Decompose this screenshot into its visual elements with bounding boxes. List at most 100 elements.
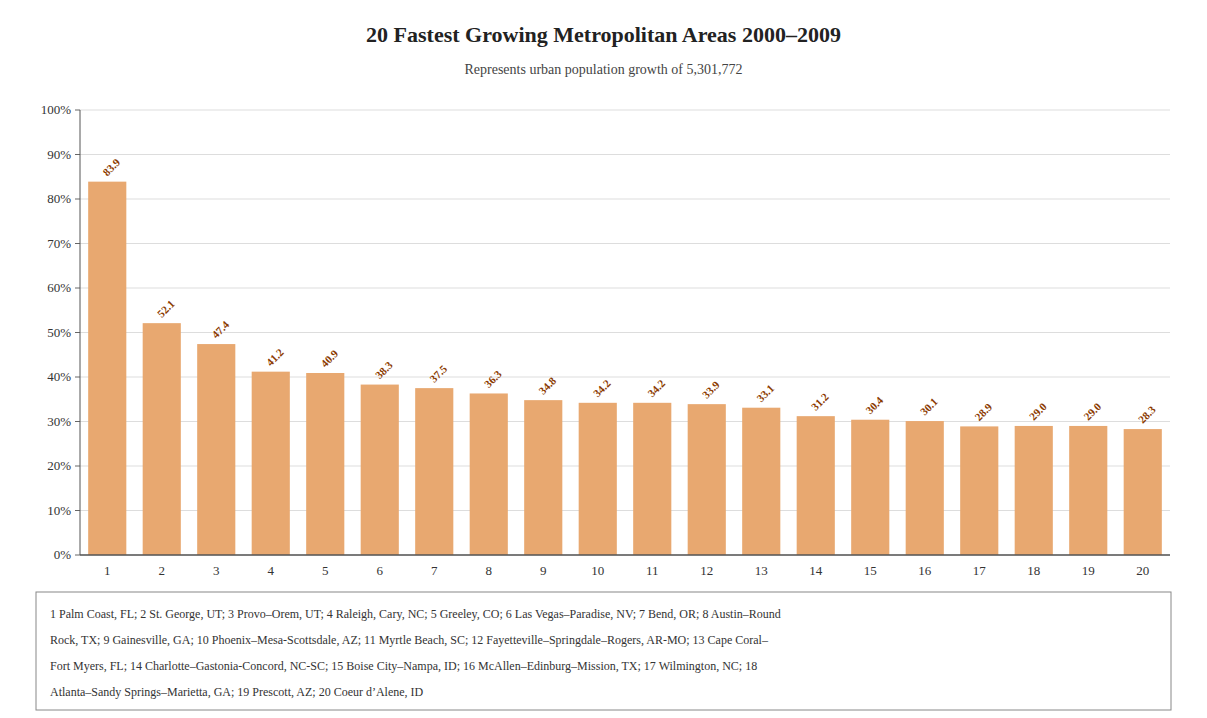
x-tick-label: 4	[268, 563, 275, 578]
x-tick-label: 6	[377, 563, 384, 578]
data-label: 28.9	[972, 400, 994, 422]
data-label: 40.9	[318, 347, 340, 369]
data-label: 29.0	[1027, 400, 1049, 422]
y-tick	[75, 421, 80, 422]
annotation: Atlanta–Sandy Springs–Marietta, GA; 19 P…	[50, 685, 424, 699]
y-tick-label: 40%	[47, 369, 71, 384]
data-label: 37.5	[427, 362, 449, 384]
y-tick	[75, 555, 80, 556]
bar	[88, 182, 126, 555]
grid-line	[80, 288, 1170, 289]
y-tick-label: 70%	[47, 236, 71, 251]
y-tick	[75, 377, 80, 378]
data-label: 29.0	[1081, 400, 1103, 422]
bar	[306, 373, 344, 555]
y-tick	[75, 510, 80, 511]
grid-line	[80, 243, 1170, 244]
bar	[906, 421, 944, 555]
grid-line	[80, 510, 1170, 511]
x-tick-label: 13	[755, 563, 768, 578]
data-label: 31.2	[809, 390, 831, 412]
annotation: Fort Myers, FL; 14 Charlotte–Gastonia-Co…	[50, 659, 757, 673]
bar	[1124, 429, 1162, 555]
bar	[1069, 426, 1107, 555]
y-tick-label: 90%	[47, 147, 71, 162]
data-label: 34.2	[591, 377, 613, 399]
bar	[361, 385, 399, 555]
bar	[688, 404, 726, 555]
x-tick-label: 9	[540, 563, 547, 578]
x-tick-label: 16	[918, 563, 932, 578]
y-tick-label: 60%	[47, 280, 71, 295]
x-axis	[80, 554, 1170, 556]
grid-line	[80, 377, 1170, 378]
grid-line	[80, 110, 1170, 111]
y-tick	[75, 243, 80, 244]
data-label: 33.1	[754, 382, 776, 404]
x-tick-label: 19	[1082, 563, 1095, 578]
subtitle: Represents urban population growth of 5,…	[464, 62, 742, 77]
y-tick	[75, 288, 80, 289]
grid-line	[80, 555, 1170, 556]
x-tick-label: 8	[486, 563, 493, 578]
data-label: 36.3	[482, 367, 504, 389]
x-tick-label: 3	[213, 563, 220, 578]
data-label: 34.2	[645, 377, 667, 399]
bar	[960, 426, 998, 555]
bar	[742, 408, 780, 555]
bar	[470, 393, 508, 555]
x-tick-label: 18	[1027, 563, 1040, 578]
y-tick-label: 0%	[54, 547, 72, 562]
grid-line	[80, 154, 1170, 155]
bar	[579, 403, 617, 555]
title: 20 Fastest Growing Metropolitan Areas 20…	[366, 22, 841, 47]
bar	[252, 372, 290, 555]
grid-line	[80, 199, 1170, 200]
bar	[415, 388, 453, 555]
grid-line	[80, 421, 1170, 422]
y-axis	[80, 110, 81, 555]
x-tick-label: 14	[809, 563, 823, 578]
y-tick-label: 20%	[47, 458, 71, 473]
data-label: 38.3	[373, 359, 395, 381]
x-tick-label: 7	[431, 563, 438, 578]
y-tick-label: 80%	[47, 191, 71, 206]
data-label: 34.8	[536, 374, 558, 396]
bars	[88, 182, 1162, 555]
x-tick-label: 15	[864, 563, 877, 578]
bar	[633, 403, 671, 555]
grid	[80, 110, 1170, 555]
x-tick-label: 1	[104, 563, 111, 578]
bar	[851, 420, 889, 555]
y-tick	[75, 199, 80, 200]
data-label: 83.9	[100, 156, 122, 178]
data-label: 28.3	[1136, 403, 1158, 425]
chart: 20 Fastest Growing Metropolitan Areas 20…	[0, 0, 1207, 718]
bar	[143, 323, 181, 555]
y-tick-label: 30%	[47, 414, 71, 429]
data-label: 52.1	[155, 297, 177, 319]
y-tick	[75, 332, 80, 333]
bar	[524, 400, 562, 555]
grid-line	[80, 332, 1170, 333]
bar	[197, 344, 235, 555]
x-tick-label: 20	[1136, 563, 1149, 578]
y-tick	[75, 110, 80, 111]
x-tick-label: 12	[700, 563, 713, 578]
data-label: 47.4	[209, 318, 231, 340]
x-tick-label: 5	[322, 563, 329, 578]
x-tick-label: 10	[591, 563, 604, 578]
annotation: 1 Palm Coast, FL; 2 St. George, UT; 3 Pr…	[50, 607, 781, 621]
y-tick-label: 100%	[41, 102, 72, 117]
y-tick-label: 10%	[47, 503, 71, 518]
y-tick-label: 50%	[47, 325, 71, 340]
data-label: 30.4	[863, 394, 885, 416]
grid-line	[80, 466, 1170, 467]
annotation-box	[36, 592, 1171, 710]
x-tick-label: 11	[646, 563, 659, 578]
y-tick	[75, 154, 80, 155]
data-label: 30.1	[918, 395, 940, 417]
annotation: Rock, TX; 9 Gainesville, GA; 10 Phoenix–…	[50, 633, 769, 647]
x-tick-label: 2	[159, 563, 166, 578]
data-label: 33.9	[700, 378, 722, 400]
